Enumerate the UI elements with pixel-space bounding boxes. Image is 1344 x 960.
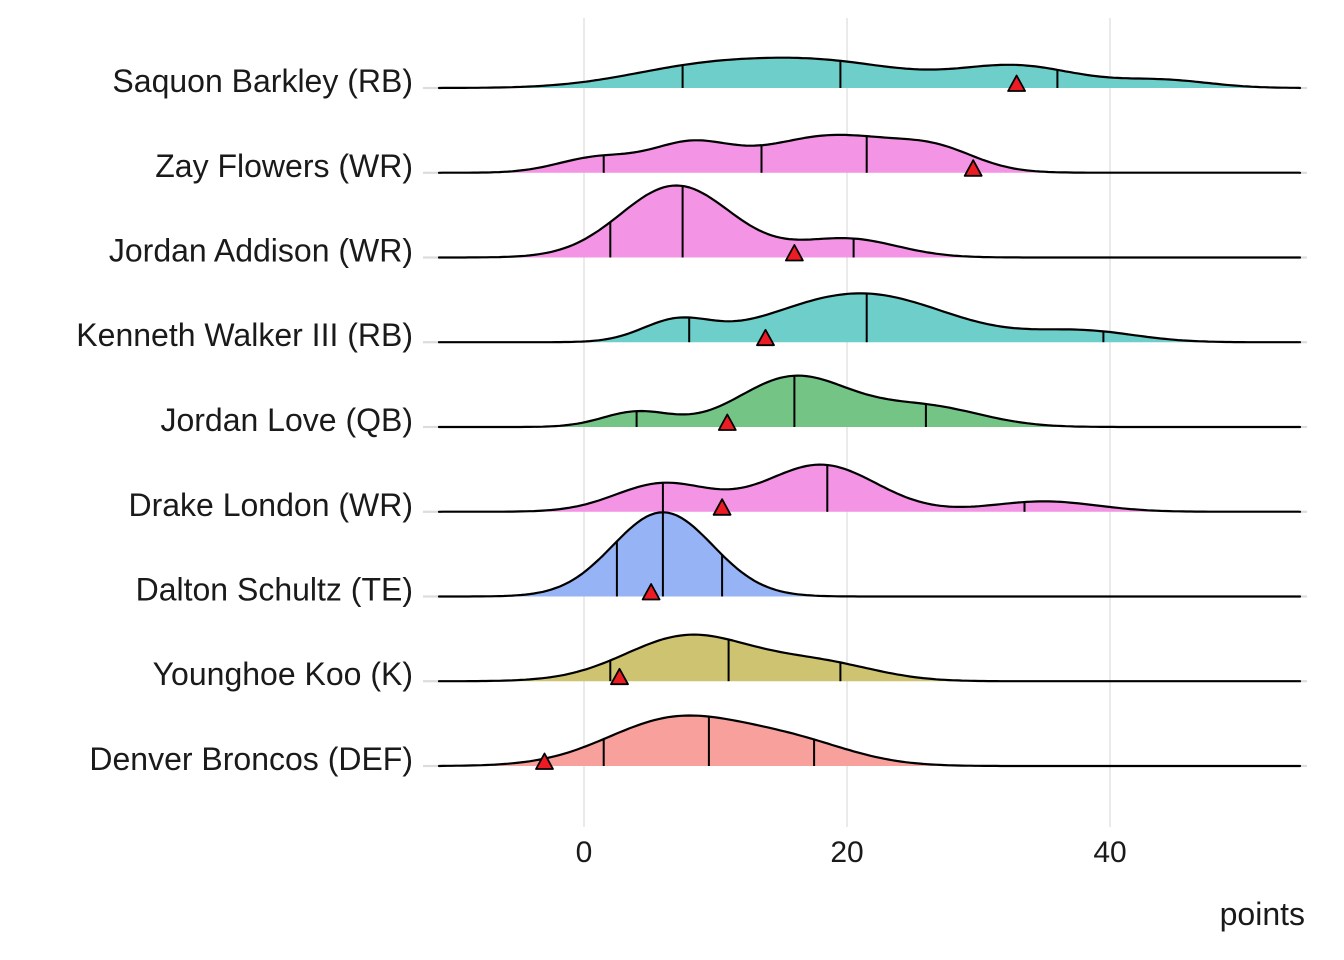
svg-text:0: 0: [576, 836, 593, 869]
svg-text:Zay Flowers (WR): Zay Flowers (WR): [155, 148, 413, 184]
svg-text:Drake London (WR): Drake London (WR): [128, 487, 413, 523]
svg-text:points: points: [1220, 896, 1305, 932]
svg-text:Kenneth Walker III (RB): Kenneth Walker III (RB): [76, 317, 413, 353]
svg-text:Denver Broncos (DEF): Denver Broncos (DEF): [89, 741, 413, 777]
svg-text:Younghoe Koo (K): Younghoe Koo (K): [153, 656, 413, 692]
svg-text:Jordan Addison (WR): Jordan Addison (WR): [109, 233, 413, 269]
svg-text:20: 20: [830, 836, 863, 869]
svg-text:Saquon Barkley (RB): Saquon Barkley (RB): [112, 63, 413, 99]
svg-text:Jordan Love (QB): Jordan Love (QB): [160, 402, 413, 438]
svg-text:40: 40: [1093, 836, 1126, 869]
svg-text:Dalton Schultz (TE): Dalton Schultz (TE): [136, 572, 413, 608]
